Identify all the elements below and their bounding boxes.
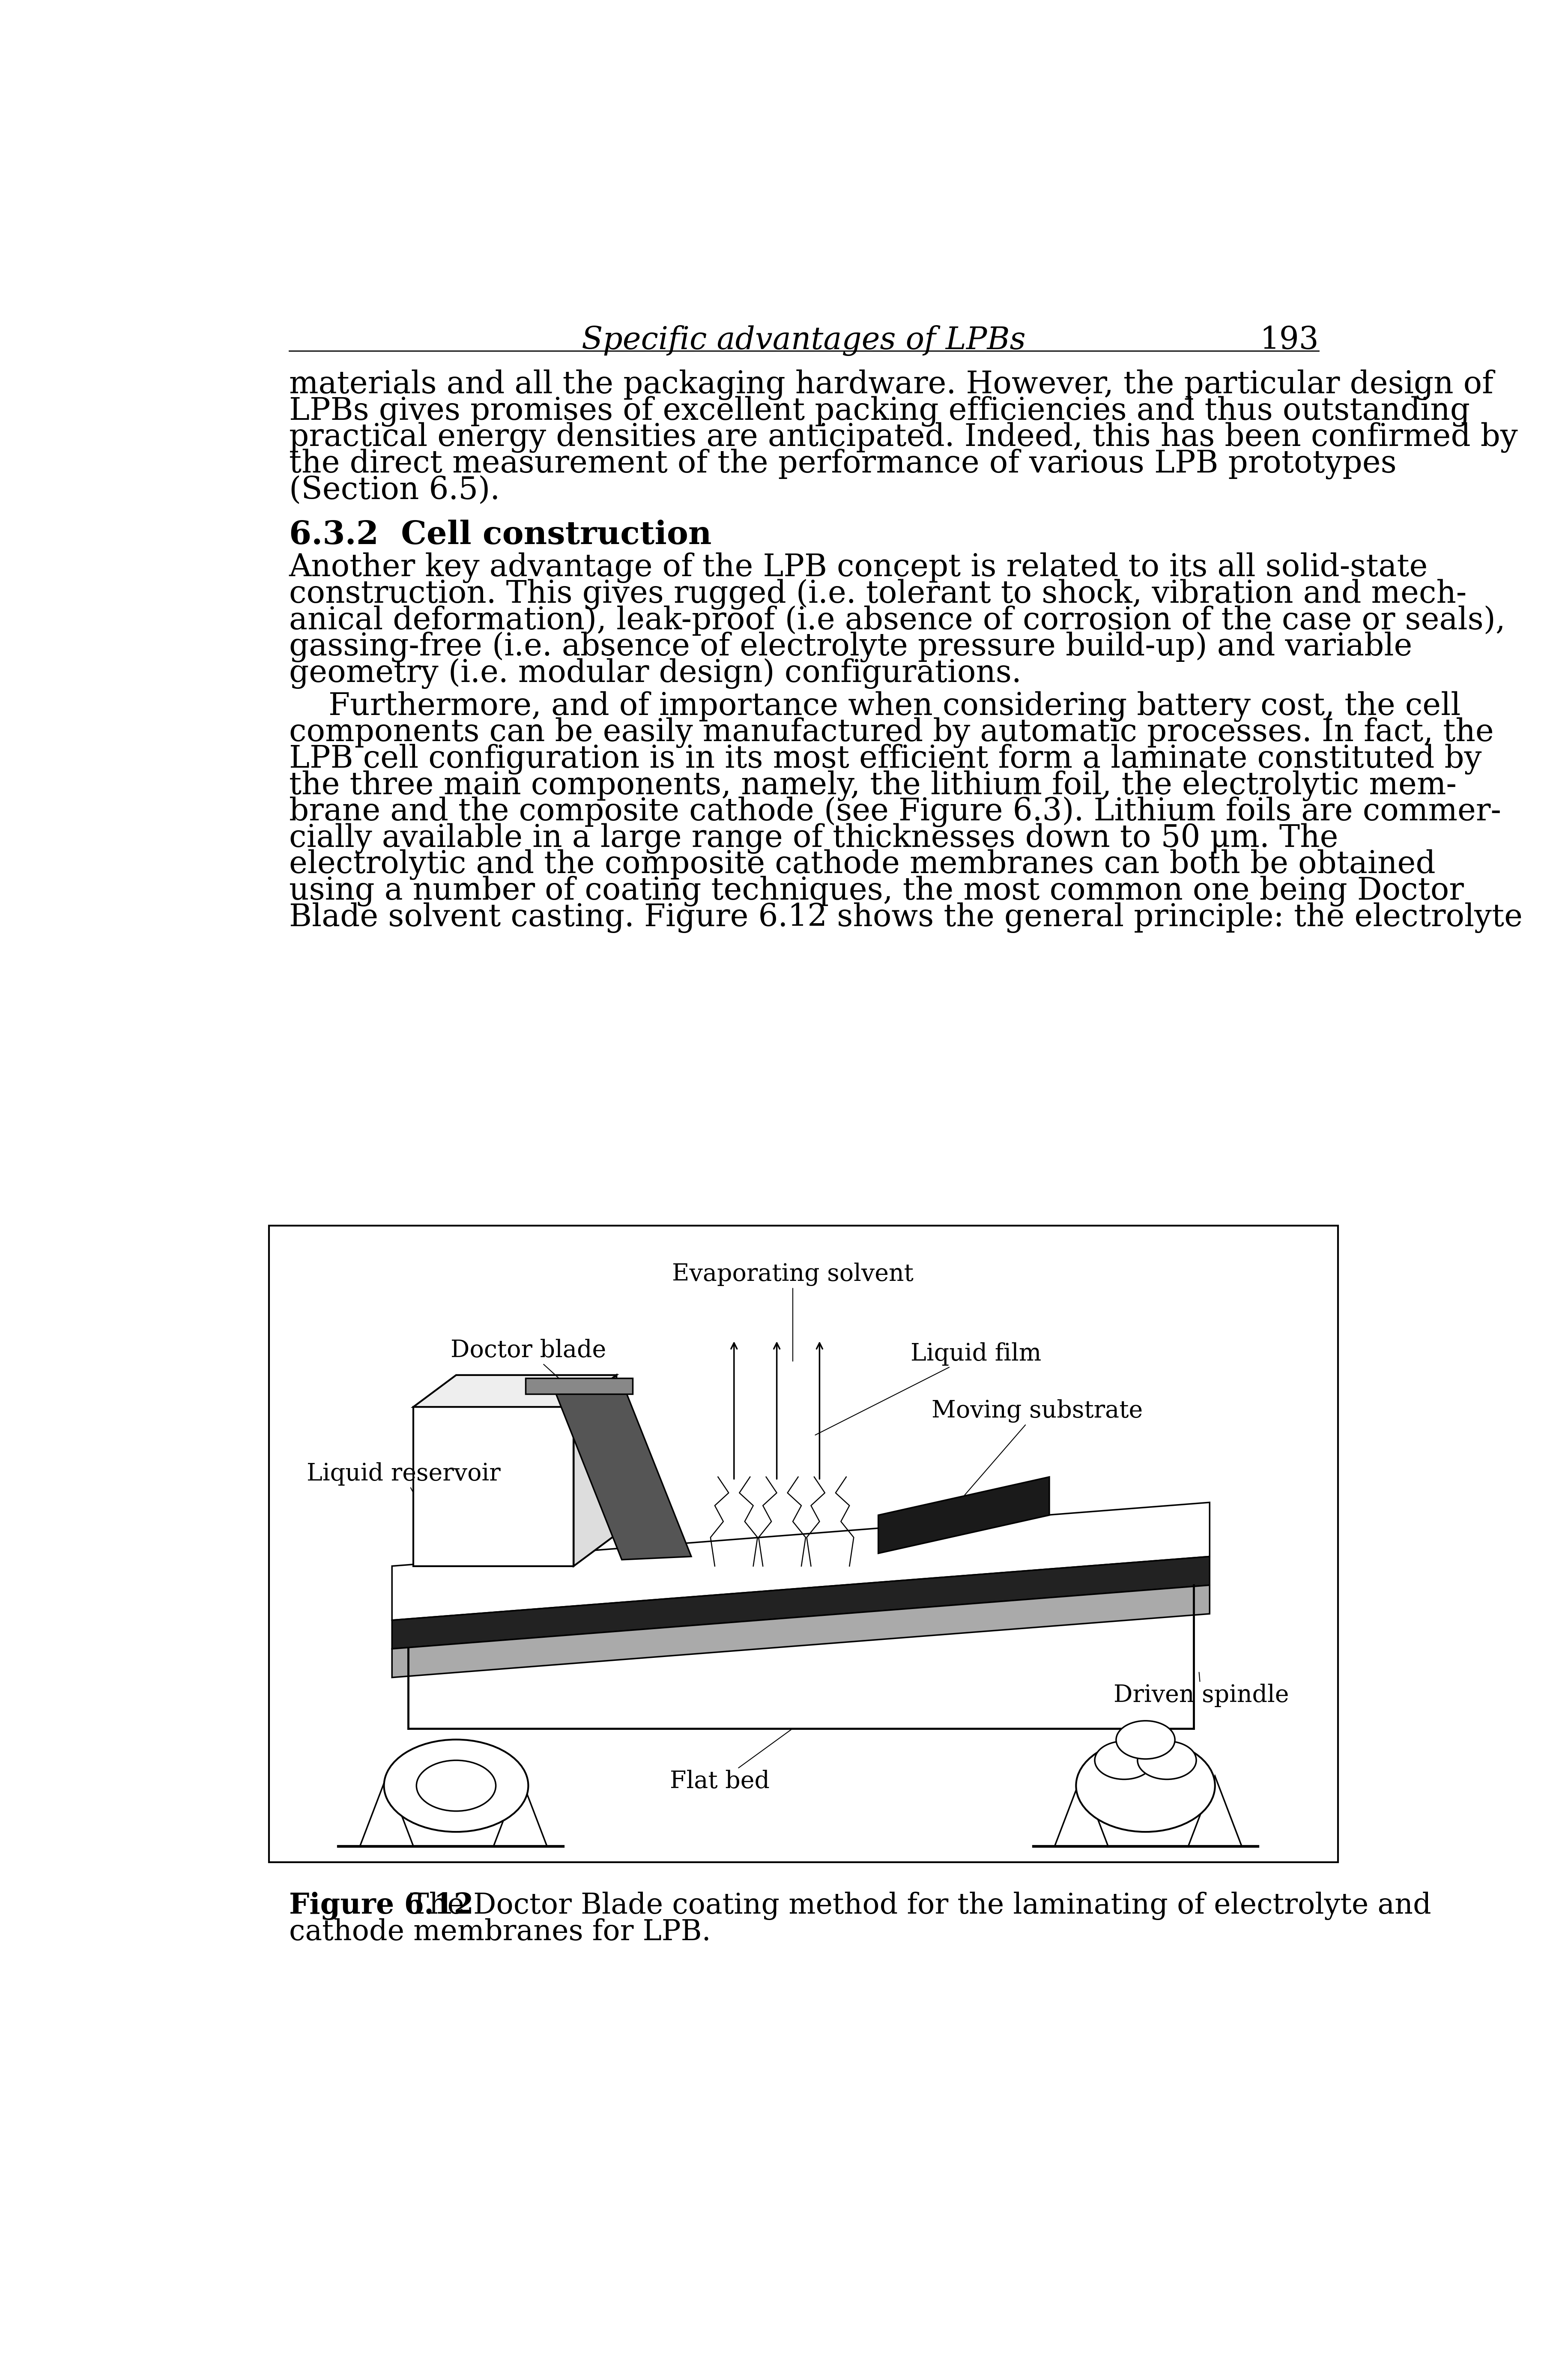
Text: gassing-free (i.e. absence of electrolyte pressure build-up) and variable: gassing-free (i.e. absence of electrolyt… bbox=[289, 633, 1411, 663]
Ellipse shape bbox=[417, 1760, 495, 1812]
Text: the three main components, namely, the lithium foil, the electrolytic mem-: the three main components, namely, the l… bbox=[289, 770, 1457, 801]
Text: using a number of coating techniques, the most common one being Doctor: using a number of coating techniques, th… bbox=[289, 875, 1463, 906]
Polygon shape bbox=[552, 1382, 691, 1560]
Ellipse shape bbox=[1094, 1741, 1152, 1779]
Ellipse shape bbox=[1137, 1741, 1196, 1779]
Text: Liquid reservoir: Liquid reservoir bbox=[306, 1462, 500, 1491]
Text: brane and the composite cathode (see Figure 6.3). Lithium foils are commer-: brane and the composite cathode (see Fig… bbox=[289, 797, 1501, 828]
Ellipse shape bbox=[1076, 1741, 1215, 1831]
Ellipse shape bbox=[384, 1741, 528, 1831]
Polygon shape bbox=[359, 1776, 414, 1845]
Polygon shape bbox=[392, 1503, 1209, 1619]
Polygon shape bbox=[574, 1374, 616, 1567]
Text: Moving substrate: Moving substrate bbox=[931, 1398, 1143, 1496]
Polygon shape bbox=[1054, 1776, 1109, 1845]
Polygon shape bbox=[392, 1558, 1209, 1648]
Text: materials and all the packaging hardware. However, the particular design of: materials and all the packaging hardware… bbox=[289, 369, 1493, 400]
Polygon shape bbox=[1189, 1776, 1242, 1845]
Text: (Section 6.5).: (Section 6.5). bbox=[289, 476, 500, 504]
Polygon shape bbox=[878, 1477, 1049, 1553]
Text: Figure 6.12: Figure 6.12 bbox=[289, 1893, 474, 1919]
Text: Liquid film: Liquid film bbox=[815, 1341, 1041, 1434]
Bar bbox=[270, 1225, 1338, 1862]
Text: practical energy densities are anticipated. Indeed, this has been confirmed by: practical energy densities are anticipat… bbox=[289, 423, 1518, 452]
Text: Another key advantage of the LPB concept is related to its all solid-state: Another key advantage of the LPB concept… bbox=[289, 552, 1427, 583]
Text: anical deformation), leak-proof (i.e absence of corrosion of the case or seals),: anical deformation), leak-proof (i.e abs… bbox=[289, 606, 1505, 635]
Text: 6.3.2  Cell construction: 6.3.2 Cell construction bbox=[289, 518, 712, 552]
Text: Blade solvent casting. Figure 6.12 shows the general principle: the electrolyte: Blade solvent casting. Figure 6.12 shows… bbox=[289, 901, 1523, 932]
Text: LPBs gives promises of excellent packing efficiencies and thus outstanding: LPBs gives promises of excellent packing… bbox=[289, 395, 1469, 426]
Polygon shape bbox=[494, 1776, 547, 1845]
Polygon shape bbox=[525, 1379, 632, 1394]
Text: geometry (i.e. modular design) configurations.: geometry (i.e. modular design) configura… bbox=[289, 659, 1021, 690]
Text: components can be easily manufactured by automatic processes. In fact, the: components can be easily manufactured by… bbox=[289, 718, 1493, 749]
Text: Evaporating solvent: Evaporating solvent bbox=[671, 1263, 913, 1360]
Text: construction. This gives rugged (i.e. tolerant to shock, vibration and mech-: construction. This gives rugged (i.e. to… bbox=[289, 578, 1466, 609]
Text: cathode membranes for LPB.: cathode membranes for LPB. bbox=[289, 1919, 710, 1945]
Text: LPB cell configuration is in its most efficient form a laminate constituted by: LPB cell configuration is in its most ef… bbox=[289, 744, 1482, 775]
Polygon shape bbox=[392, 1586, 1209, 1676]
Text: Specific advantages of LPBs: Specific advantages of LPBs bbox=[582, 326, 1025, 357]
Text: Doctor blade: Doctor blade bbox=[450, 1339, 621, 1434]
Text: The Doctor Blade coating method for the laminating of electrolyte and: The Doctor Blade coating method for the … bbox=[392, 1893, 1432, 1919]
Text: Driven spindle: Driven spindle bbox=[1113, 1672, 1289, 1707]
Text: 193: 193 bbox=[1259, 326, 1319, 354]
Text: the direct measurement of the performance of various LPB prototypes: the direct measurement of the performanc… bbox=[289, 449, 1396, 480]
Text: cially available in a large range of thicknesses down to 50 μm. The: cially available in a large range of thi… bbox=[289, 823, 1338, 854]
Ellipse shape bbox=[1116, 1722, 1174, 1760]
Polygon shape bbox=[414, 1408, 574, 1567]
Polygon shape bbox=[414, 1374, 616, 1408]
Text: Flat bed: Flat bed bbox=[670, 1729, 792, 1793]
Text: electrolytic and the composite cathode membranes can both be obtained: electrolytic and the composite cathode m… bbox=[289, 849, 1435, 880]
Text: Furthermore, and of importance when considering battery cost, the cell: Furthermore, and of importance when cons… bbox=[289, 692, 1460, 723]
